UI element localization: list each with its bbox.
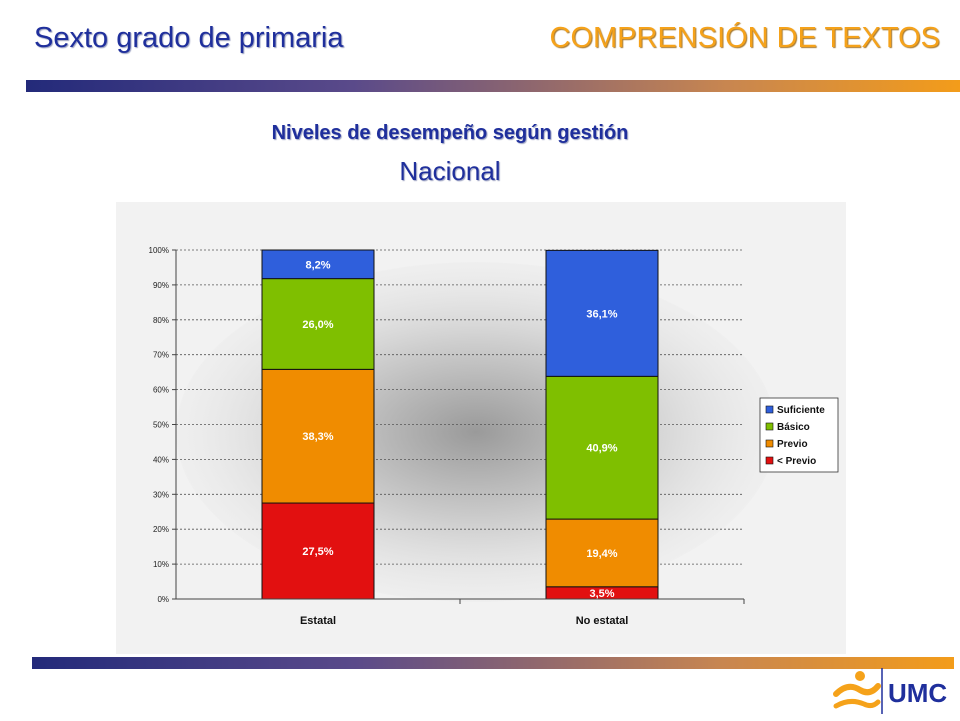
umc-logo-mark-icon: UMC [833, 668, 947, 714]
top-gradient-band [26, 80, 960, 92]
bar-segment [261, 368, 375, 504]
bar-data-label: 40,9% [586, 443, 617, 455]
bar-data-label: 38,3% [302, 431, 333, 443]
bar-segment [545, 518, 659, 588]
x-category-label: No estatal [576, 615, 629, 627]
legend-label: < Previo [777, 456, 816, 467]
bar-data-label: 3,5% [589, 588, 614, 600]
bar-data-label: 8,2% [305, 259, 330, 271]
bottom-gradient-band [32, 657, 954, 669]
bar-segment [545, 375, 659, 520]
chart-subtitle: Niveles de desempeño según gestión [271, 122, 629, 144]
bar-data-label: 36,1% [586, 308, 617, 320]
legend-label: Suficiente [777, 405, 825, 416]
umc-logo: UMC [830, 664, 956, 716]
legend-label: Previo [777, 439, 808, 450]
logo-text: UMC [888, 678, 947, 708]
bar-data-label: 27,5% [302, 546, 333, 558]
y-tick-label: 70% [153, 351, 169, 360]
slide-header-left: Sexto grado de primaria [34, 22, 344, 54]
bar-segment [545, 249, 659, 377]
bar-segment [261, 249, 375, 280]
x-category-label: Estatal [300, 615, 336, 627]
bar-data-label: 26,0% [302, 319, 333, 331]
bar-data-label: 19,4% [586, 548, 617, 560]
bar-segment [261, 278, 375, 370]
y-tick-label: 10% [153, 560, 169, 569]
legend-label: Básico [777, 422, 810, 433]
y-tick-label: 40% [153, 455, 169, 464]
y-tick-label: 60% [153, 386, 169, 395]
chart-scope: Nacional [399, 156, 501, 186]
y-tick-label: 90% [153, 281, 169, 290]
legend-swatch [765, 456, 774, 465]
legend-swatch [765, 422, 774, 431]
slide-header-right: COMPRENSIÓN DE TEXTOS [549, 22, 941, 54]
y-tick-label: 100% [149, 246, 169, 255]
y-tick-label: 20% [153, 525, 169, 534]
y-tick-label: 0% [157, 595, 169, 604]
y-tick-label: 50% [153, 421, 169, 430]
legend-swatch [765, 439, 774, 448]
chart-panel: 27,5% 38,3% 26,0% 8,2% 3,5% 19,4% 40,9% 36,1% 0… [116, 202, 846, 654]
legend-swatch [765, 405, 774, 414]
y-tick-label: 80% [153, 316, 169, 325]
stacked-bar-chart: 27,5% 38,3% 26,0% 8,2% 3,5% 19,4% 40,9% 36,1% 0… [149, 246, 839, 627]
y-tick-label: 30% [153, 490, 169, 499]
